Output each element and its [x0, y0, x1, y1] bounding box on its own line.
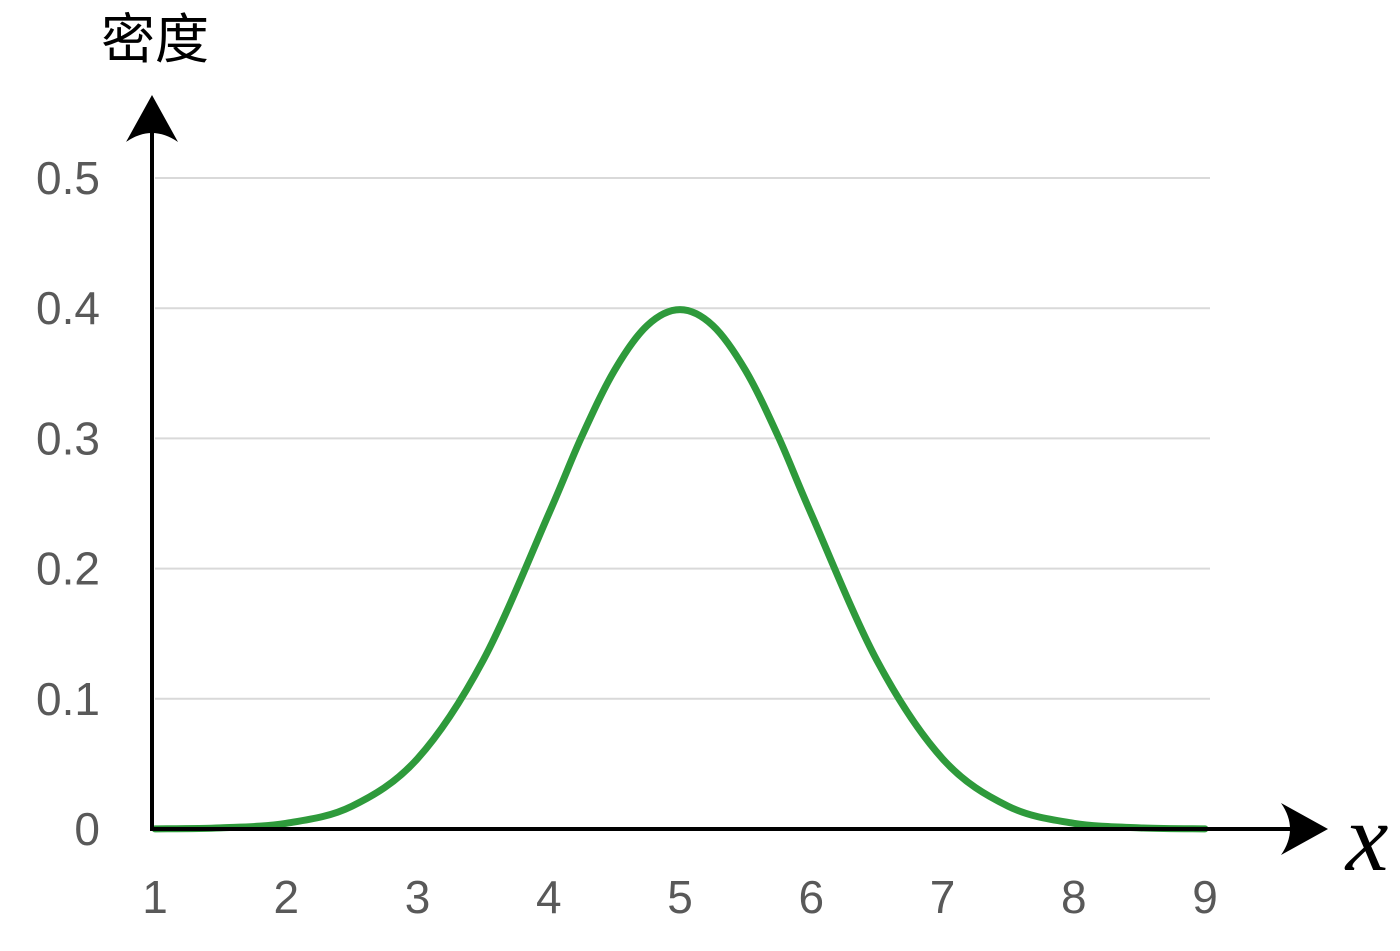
y-axis-title: 密度 — [101, 8, 209, 71]
x-tick-label: 7 — [930, 871, 956, 923]
y-tick-label: 0.3 — [36, 412, 100, 464]
density-curve-line — [151, 306, 1209, 833]
x-tick-label: 4 — [536, 871, 562, 923]
x-tick-label: 2 — [273, 871, 299, 923]
x-tick-label: 6 — [798, 871, 824, 923]
x-tick-labels: 1 2 3 4 5 6 7 8 9 — [142, 871, 1218, 923]
x-tick-label: 9 — [1192, 871, 1218, 923]
y-tick-label: 0.1 — [36, 673, 100, 725]
y-tick-label: 0.5 — [36, 152, 100, 204]
x-tick-label: 8 — [1061, 871, 1087, 923]
x-tick-label: 1 — [142, 871, 168, 923]
x-tick-label: 5 — [667, 871, 693, 923]
y-tick-label: 0.4 — [36, 282, 100, 334]
y-axis-arrow-icon — [126, 95, 178, 142]
x-tick-label: 3 — [405, 871, 431, 923]
series-layer — [151, 306, 1209, 833]
y-tick-labels: 0 0.1 0.2 0.3 0.4 0.5 — [36, 152, 100, 855]
grid-layer — [155, 177, 1210, 700]
y-tick-label: 0.2 — [36, 543, 100, 595]
axis-layer — [126, 95, 1328, 855]
x-axis-arrow-icon — [1281, 803, 1328, 855]
x-axis-title: x — [1344, 784, 1389, 891]
y-tick-label: 0 — [74, 803, 100, 855]
